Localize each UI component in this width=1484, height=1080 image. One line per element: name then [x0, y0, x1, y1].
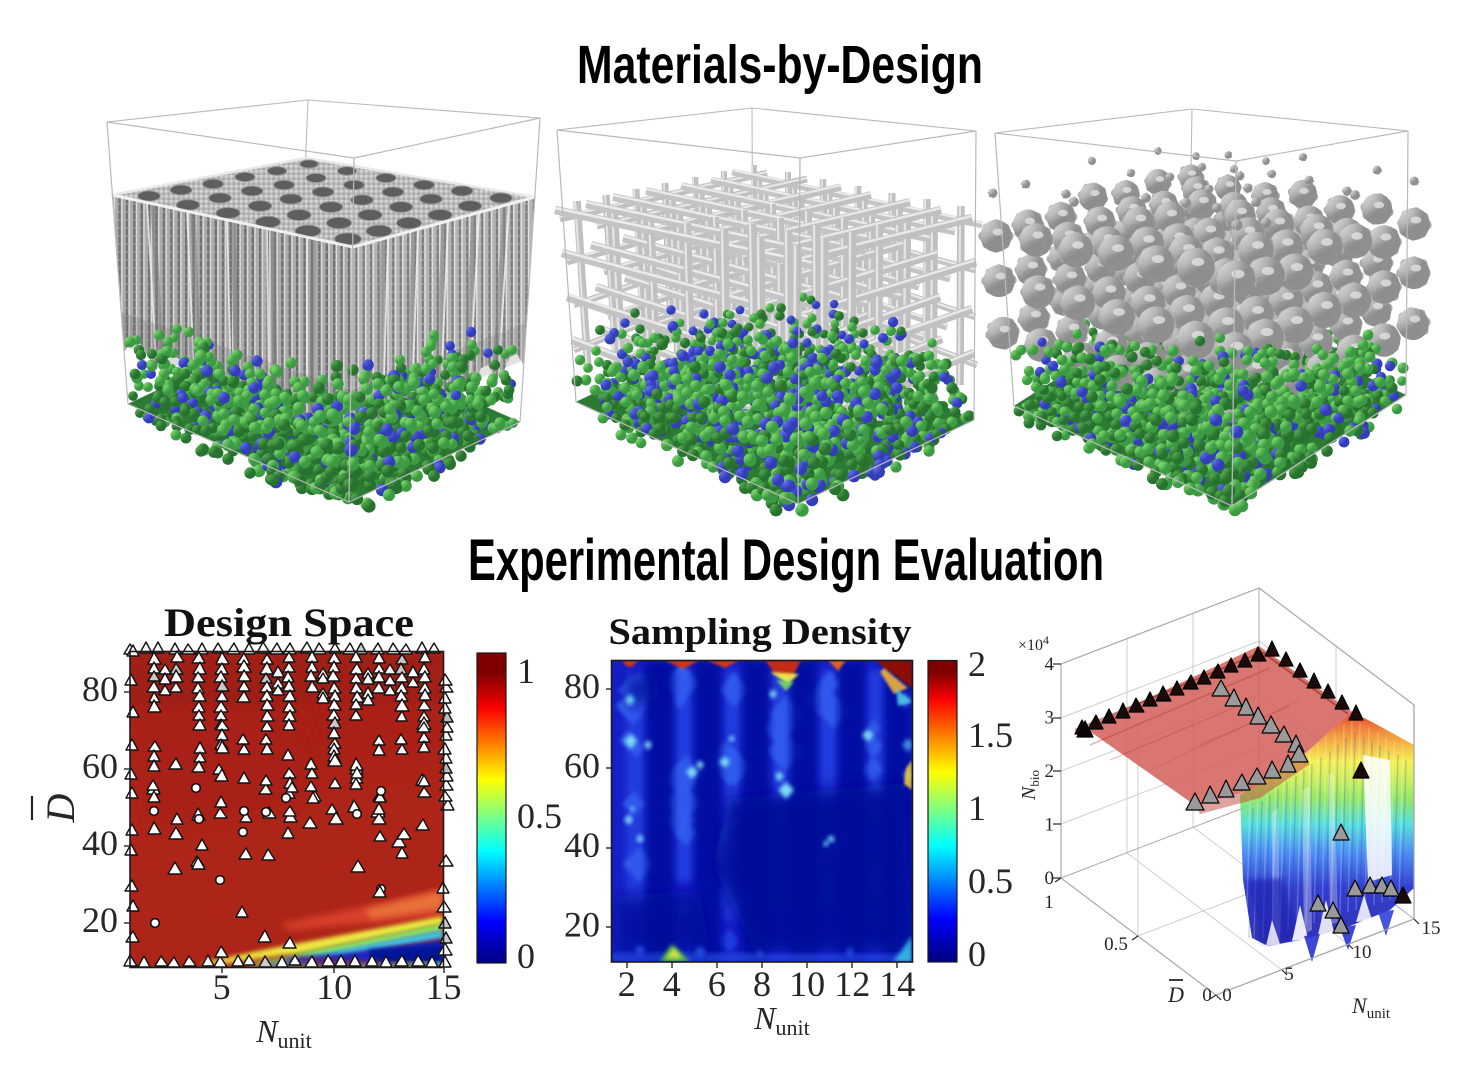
svg-text:Experimental Design Evaluation: Experimental Design Evaluation [468, 528, 1104, 593]
svg-text:Materials-by-Design: Materials-by-Design [577, 35, 983, 95]
